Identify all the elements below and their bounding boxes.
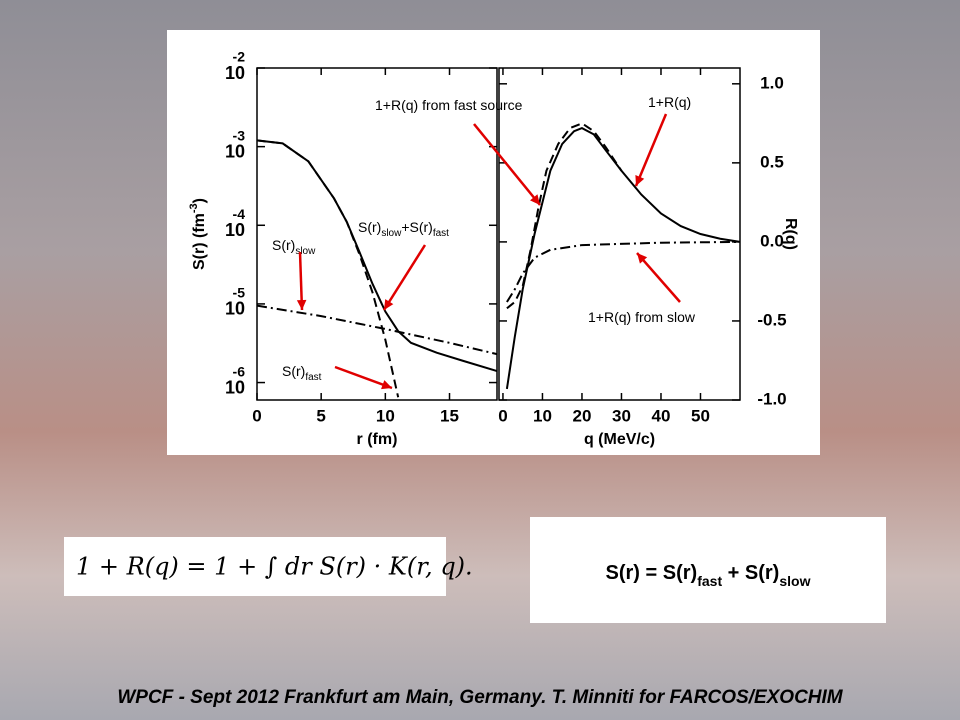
x-axis-label: q (MeV/c)	[584, 431, 655, 448]
footer: WPCF - Sept 2012 Frankfurt am Main, Germ…	[117, 687, 843, 708]
series-line	[256, 139, 400, 398]
arrow-shaft	[382, 244, 427, 311]
x-tick-label: 10	[533, 406, 552, 425]
text-part: 1+R(q) from fast source	[375, 97, 523, 113]
arrow-shaft	[636, 252, 681, 303]
series-line	[256, 304, 498, 356]
y-axis-label: S(r) (fm-3)	[188, 198, 208, 270]
arrow-shaft	[634, 113, 668, 187]
text-part: -3	[188, 203, 200, 213]
x-axis-label: r (fm)	[357, 431, 398, 448]
text-part: 1+R(q)	[648, 94, 691, 110]
x-tick-label: 40	[652, 406, 671, 425]
text-part: + S(r)	[722, 562, 779, 584]
y-tick-label: 10	[225, 299, 245, 319]
text-part: S(r)	[272, 237, 295, 253]
text-part: S(r)	[358, 219, 381, 235]
y-tick-label: 10	[225, 377, 245, 397]
text-part: slow	[295, 246, 316, 257]
x-tick-label: 15	[440, 406, 459, 425]
x-tick-label: 30	[612, 406, 631, 425]
figure-panel	[167, 30, 820, 455]
y-tick-exponent: -4	[233, 206, 246, 222]
y-tick-label: 10	[225, 220, 245, 240]
y-tick-label: 10	[225, 141, 245, 161]
x-tick-label: 20	[573, 406, 592, 425]
formula: 1 + R(q) = 1 + ∫ dr S(r) · K(r, q).	[76, 553, 473, 581]
y-tick-label: 0.5	[760, 152, 784, 171]
y-tick-exponent: -2	[233, 49, 246, 65]
series-line	[506, 240, 741, 303]
y-tick-exponent: -6	[233, 363, 246, 379]
text-part: )	[191, 198, 208, 203]
arrow-head	[381, 380, 392, 390]
text-part: +S(r)	[401, 219, 433, 235]
arrow-head	[530, 194, 540, 205]
y-axis-label: R(q)	[782, 218, 799, 250]
annotation: S(r)fast	[282, 363, 322, 383]
y-tick-exponent: -5	[233, 285, 246, 301]
x-tick-label: 50	[691, 406, 710, 425]
plot-frame	[498, 67, 741, 401]
y-tick-label: 10	[225, 63, 245, 83]
text-part: 1+R(q) from slow	[588, 309, 696, 325]
annotation: 1+R(q) from slow	[588, 309, 696, 325]
x-tick-label: 0	[498, 406, 507, 425]
arrow-head	[635, 175, 645, 186]
text-part: slow	[779, 573, 810, 589]
y-tick-label: -1.0	[757, 389, 786, 408]
text-part: fast	[305, 372, 321, 383]
annotation: S(r)slow	[272, 237, 316, 257]
y-tick-label: 0.0	[760, 231, 784, 250]
y-tick-label: 1.0	[760, 73, 784, 92]
arrow-head	[637, 253, 648, 264]
text-part: fast	[433, 228, 449, 239]
x-tick-label: 0	[252, 406, 261, 425]
y-tick-exponent: -3	[233, 127, 246, 143]
sum-formula: S(r) = S(r)fast + S(r)slow	[606, 562, 811, 588]
text-part: R(q)	[782, 218, 799, 250]
annotation: 1+R(q) from fast source	[375, 97, 523, 113]
arrow-shaft	[334, 365, 393, 390]
text-part: S(r) (fm	[191, 213, 208, 270]
text-part: S(r)	[282, 363, 305, 379]
annotation: 1+R(q)	[648, 94, 691, 110]
x-tick-label: 10	[376, 406, 395, 425]
text-part: slow	[381, 228, 402, 239]
sum-box	[530, 517, 886, 623]
y-tick-label: -0.5	[757, 310, 786, 329]
text-part: fast	[697, 573, 722, 589]
arrow-shaft	[473, 123, 541, 206]
plot-frame	[256, 67, 498, 401]
arrow-head	[296, 299, 307, 310]
annotation: S(r)slow+S(r)fast	[358, 219, 449, 239]
text-part: S(r) = S(r)	[606, 562, 698, 584]
series-line	[506, 122, 623, 310]
x-tick-label: 5	[316, 406, 325, 425]
formula-box	[64, 537, 446, 596]
arrow-head	[384, 299, 394, 310]
